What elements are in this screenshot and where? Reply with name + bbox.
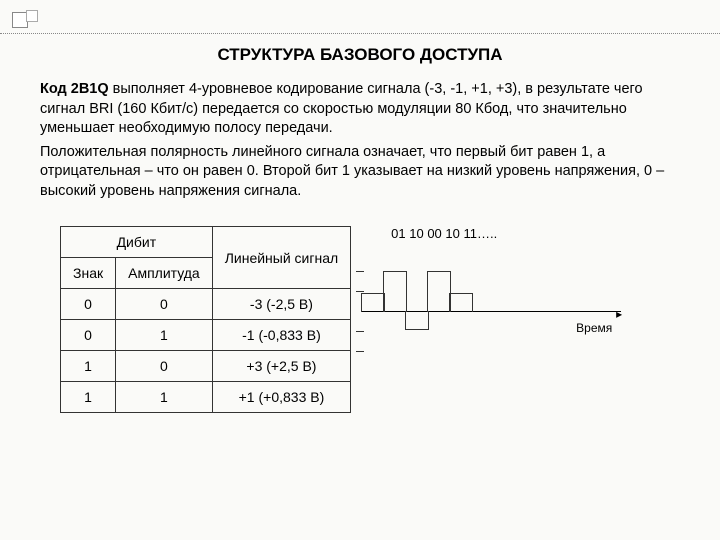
decor-dotted-line bbox=[0, 33, 720, 35]
signal-step bbox=[449, 293, 473, 312]
y-tick bbox=[356, 351, 364, 352]
para1-rest: выполняет 4-уровневое кодирование сигнал… bbox=[40, 81, 643, 136]
table-row: 1 1 +1 (+0,833 В) bbox=[61, 382, 351, 413]
bit-sequence: 01 10 00 10 11….. bbox=[391, 226, 497, 241]
table-header-dibit: Дибит bbox=[61, 227, 213, 258]
axis-label: Время bbox=[576, 321, 612, 335]
axis-arrow-icon: ▸ bbox=[616, 307, 622, 321]
content-area: СТРУКТУРА БАЗОВОГО ДОСТУПА Код 2В1Q выпо… bbox=[0, 0, 720, 423]
signal-step bbox=[383, 271, 407, 312]
decor-square-small bbox=[26, 10, 38, 22]
paragraph-1: Код 2В1Q выполняет 4-уровневое кодирован… bbox=[40, 80, 680, 139]
table-row: 0 1 -1 (-0,833 В) bbox=[61, 320, 351, 351]
y-tick bbox=[356, 331, 364, 332]
signal-step bbox=[427, 271, 451, 312]
table-header-sign: Знак bbox=[61, 258, 116, 289]
signal-step bbox=[361, 293, 385, 312]
table-header-amp: Амплитуда bbox=[116, 258, 213, 289]
code-name: Код 2В1Q bbox=[40, 81, 109, 97]
table-row: 0 0 -3 (-2,5 В) bbox=[61, 289, 351, 320]
table-header-signal: Линейный сигнал bbox=[212, 227, 350, 289]
signal-step bbox=[405, 311, 429, 330]
y-tick bbox=[356, 291, 364, 292]
y-tick bbox=[356, 271, 364, 272]
table-row: 1 0 +3 (+2,5 В) bbox=[61, 351, 351, 382]
lower-section: Дибит Линейный сигнал Знак Амплитуда 0 0… bbox=[40, 226, 680, 413]
title: СТРУКТУРА БАЗОВОГО ДОСТУПА bbox=[40, 45, 680, 65]
paragraph-2: Положительная полярность линейного сигна… bbox=[40, 143, 680, 202]
encoding-table: Дибит Линейный сигнал Знак Амплитуда 0 0… bbox=[60, 226, 351, 413]
